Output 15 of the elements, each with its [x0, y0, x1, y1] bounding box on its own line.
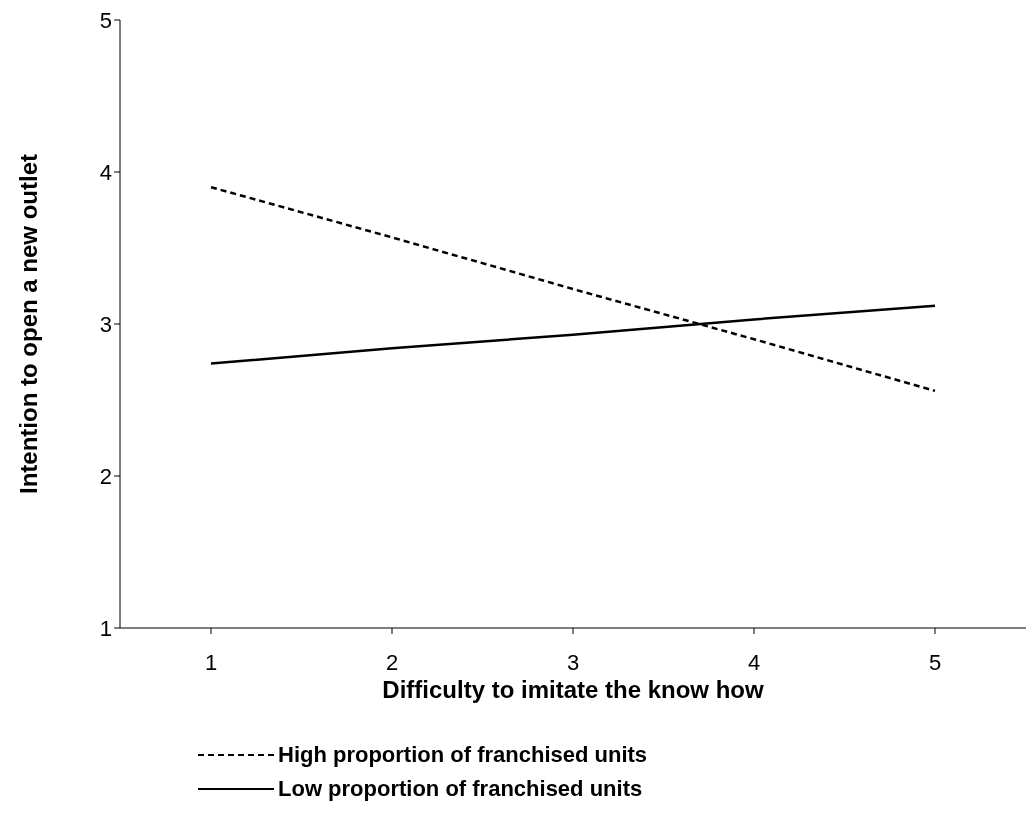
x-axis-title: Difficulty to imitate the know how [382, 676, 764, 703]
y-tick-label: 2 [99, 463, 112, 489]
y-axis-title: Intention to open a new outlet [14, 154, 42, 494]
y-tick-label: 1 [99, 615, 112, 641]
y-tick-label: 3 [99, 311, 112, 337]
legend-label: Low proportion of franchised units [278, 776, 643, 802]
x-tick-label: 3 [566, 649, 580, 675]
x-tick-label: 5 [928, 649, 942, 675]
line-series [209, 185, 937, 393]
x-tick-label: 1 [204, 649, 218, 675]
y-tick-label: 4 [99, 159, 112, 185]
y-tick-label: 5 [99, 7, 112, 33]
x-tick-label: 2 [385, 649, 399, 675]
x-tick-label: 4 [747, 649, 761, 675]
legend-label: High proportion of franchised units [278, 742, 648, 768]
